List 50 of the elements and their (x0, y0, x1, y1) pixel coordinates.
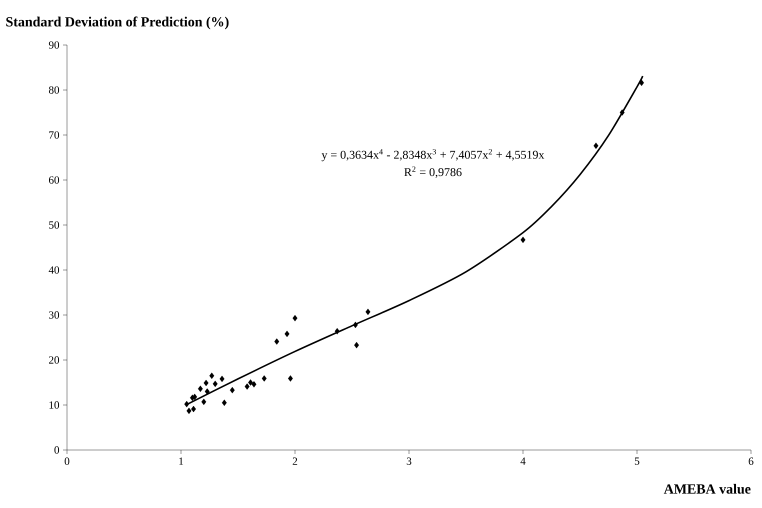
y-tick-label: 60 (48, 176, 60, 184)
point (198, 386, 203, 392)
y-tick-label: 80 (48, 86, 60, 94)
point (354, 342, 360, 348)
point (334, 328, 340, 334)
point (352, 322, 358, 328)
x-tick-label: 3 (406, 458, 412, 465)
annotation: R$^{2}$ = 0,9786 (404, 166, 462, 178)
x-tick-label: 2 (292, 458, 298, 465)
point (248, 379, 253, 386)
point (288, 375, 293, 382)
point (184, 400, 190, 408)
point (192, 394, 198, 400)
point (230, 386, 235, 394)
annotation: y = 0,3634x$^{4}$ - 2,8348x$^{3}$ + 7,4057x$^{2}$ + 4,5519x (322, 149, 544, 162)
y-tick-label: 50 (49, 221, 60, 229)
point (366, 308, 370, 316)
x-tick-label: 1 (179, 458, 184, 465)
point (639, 80, 644, 86)
y-tick-label: 10 (49, 401, 60, 409)
y-tick-label: 30 (49, 311, 60, 319)
x-tick-label: 5 (634, 458, 640, 465)
point (274, 338, 280, 345)
x-axis-title: AMEBA value (664, 484, 751, 494)
y-tick-label: 90 (48, 41, 60, 49)
point (212, 380, 218, 388)
y-tick-label: 0 (54, 446, 60, 454)
y-tick-label: 40 (48, 266, 60, 274)
point (594, 142, 598, 150)
point (220, 376, 224, 382)
point (620, 109, 625, 116)
chart-title: Standard Deviation of Prediction (%) (6, 16, 229, 30)
point (204, 380, 209, 386)
x-tick-label: 4 (520, 458, 526, 465)
point (252, 381, 256, 388)
point (292, 314, 298, 322)
point (284, 330, 290, 338)
point (204, 388, 210, 395)
y-tick-label: 20 (49, 356, 60, 364)
point (186, 408, 192, 414)
point (520, 236, 526, 244)
point (244, 383, 250, 390)
point (191, 406, 196, 412)
point (201, 398, 206, 406)
x-tick-label: 0 (64, 458, 70, 465)
point (262, 375, 267, 382)
y-tick-label: 70 (49, 131, 60, 139)
point (222, 400, 227, 406)
x-tick-label: 6 (748, 458, 754, 465)
point (209, 372, 214, 379)
